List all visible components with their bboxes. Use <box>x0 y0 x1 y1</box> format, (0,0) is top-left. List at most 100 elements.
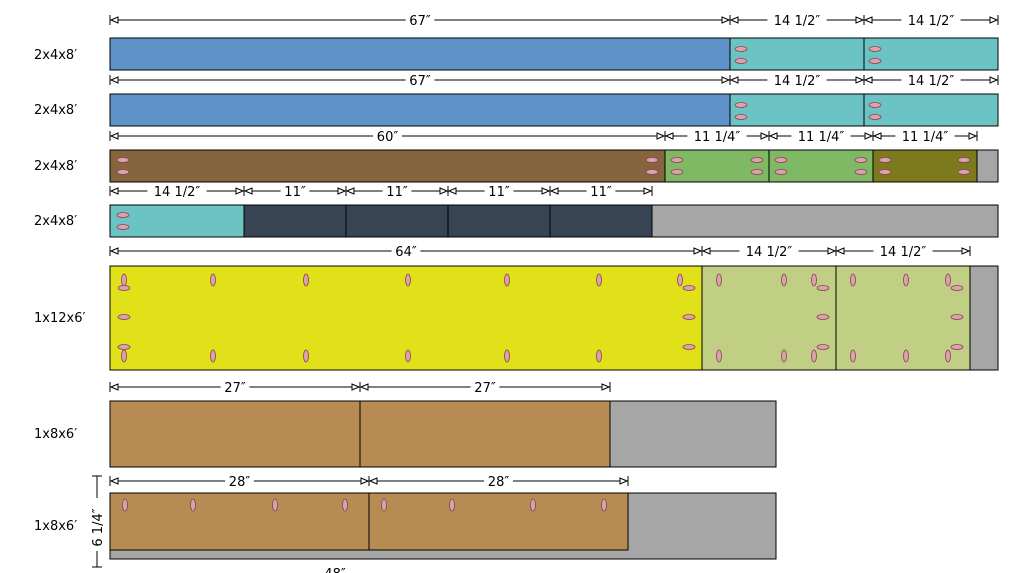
board-size-label: 1x8x6′ <box>34 427 77 442</box>
board-row: 2x4x8′ 67″ 14 1/2″ 14 1/2″ <box>34 74 999 127</box>
board-row: 2x4x8′ 67″ 14 1/2″ 14 1/2″ <box>34 14 999 71</box>
dimension: 11 1/4″ <box>768 130 874 145</box>
dimension-label: 28″ <box>229 475 251 490</box>
cut-piece <box>109 492 370 551</box>
board-size-label: 1x12x6′ <box>34 311 85 326</box>
pocket-hole <box>945 273 951 287</box>
cut-piece <box>863 93 999 127</box>
cut-piece <box>729 37 865 71</box>
dimension-label: 11″ <box>488 185 510 200</box>
pocket-hole <box>878 157 892 163</box>
cut-piece <box>729 93 865 127</box>
pocket-hole <box>303 349 309 363</box>
dimension-label: 14 1/2″ <box>880 245 927 260</box>
dimension-label: 14 1/2″ <box>774 74 821 89</box>
cut-piece <box>359 400 611 468</box>
board-size-label: 2x4x8′ <box>34 103 77 118</box>
pocket-hole <box>121 273 127 287</box>
pocket-hole <box>854 169 868 175</box>
cut-piece <box>549 204 653 238</box>
dimension: 14 1/2″ <box>863 14 999 29</box>
pocket-hole <box>878 169 892 175</box>
pocket-hole <box>117 344 131 350</box>
dimension: 11″ <box>549 185 653 200</box>
dimension: 11″ <box>447 185 551 200</box>
pocket-hole <box>504 349 510 363</box>
pocket-hole <box>601 498 607 512</box>
dimension: 11″ <box>345 185 449 200</box>
dimension-label: 14 1/2″ <box>908 74 955 89</box>
pocket-hole <box>677 273 683 287</box>
pocket-hole <box>816 285 830 291</box>
board-row: 2x4x8′ 60″ 11 1/4″ 11 1/4″ 11 1/4″ <box>34 130 999 183</box>
dimension-label: 11″ <box>284 185 306 200</box>
pocket-hole <box>210 273 216 287</box>
cut-piece <box>447 204 551 238</box>
pocket-hole <box>449 498 455 512</box>
dimension: 14 1/2″ <box>729 14 865 29</box>
pocket-hole <box>596 273 602 287</box>
pocket-hole <box>190 498 196 512</box>
pocket-hole <box>645 169 659 175</box>
pocket-hole <box>734 102 748 108</box>
board-row: 1x12x6′ 64″ 14 1/2″ 14 1/2″ <box>34 245 999 371</box>
pocket-hole <box>950 314 964 320</box>
pocket-hole <box>117 314 131 320</box>
dimension-label: 14 1/2″ <box>774 14 821 29</box>
dimension: 14 1/2″ <box>701 245 837 260</box>
pocket-hole <box>682 285 696 291</box>
pocket-hole <box>670 169 684 175</box>
pocket-hole <box>811 349 817 363</box>
pocket-hole <box>811 273 817 287</box>
pocket-hole <box>774 169 788 175</box>
width-dimension: 6 1/4″ <box>91 475 106 568</box>
pocket-hole <box>530 498 536 512</box>
dimension: 27″ <box>359 381 611 396</box>
pocket-hole <box>682 314 696 320</box>
pocket-hole <box>504 273 510 287</box>
cut-piece <box>109 37 731 71</box>
pocket-hole <box>716 273 722 287</box>
pocket-hole <box>781 349 787 363</box>
cut-piece <box>109 204 245 238</box>
pocket-hole <box>116 212 130 218</box>
pocket-hole <box>750 169 764 175</box>
pocket-hole <box>645 157 659 163</box>
pocket-hole <box>682 344 696 350</box>
board-size-label: 2x4x8′ <box>34 48 77 63</box>
pocket-hole <box>303 273 309 287</box>
dimension-label: 67″ <box>409 74 431 89</box>
pocket-hole <box>903 273 909 287</box>
dimension: 64″ <box>109 245 703 260</box>
dimension: 27″ <box>109 381 361 396</box>
pocket-hole <box>210 349 216 363</box>
pocket-hole <box>116 157 130 163</box>
dimension: 11″ <box>243 185 347 200</box>
pocket-hole <box>850 273 856 287</box>
pocket-hole <box>122 498 128 512</box>
dimension: 14 1/2″ <box>109 185 245 200</box>
pocket-hole <box>957 157 971 163</box>
dimension: 67″ <box>109 14 731 29</box>
pocket-hole <box>774 157 788 163</box>
pocket-hole <box>734 46 748 52</box>
dimension: 11 1/4″ <box>664 130 770 145</box>
dimension: 67″ <box>109 74 731 89</box>
pocket-hole <box>868 102 882 108</box>
pocket-hole <box>272 498 278 512</box>
pocket-hole <box>381 498 387 512</box>
cut-piece <box>109 149 666 183</box>
pocket-hole <box>950 285 964 291</box>
dimension: 28″ <box>109 475 370 490</box>
dimension-label: 11 1/4″ <box>694 130 741 145</box>
pocket-hole <box>816 314 830 320</box>
dimension-label: 14 1/2″ <box>908 14 955 29</box>
board-row: 1x8x6′ 28″ 28″ 6 1/4″ <box>34 475 777 568</box>
dimension-label: 11″ <box>590 185 612 200</box>
board-size-label: 2x4x8′ <box>34 214 77 229</box>
cut-piece <box>368 492 629 551</box>
dimension-label: 64″ <box>395 245 417 260</box>
dimension-label: 14 1/2″ <box>154 185 201 200</box>
pocket-hole <box>734 114 748 120</box>
